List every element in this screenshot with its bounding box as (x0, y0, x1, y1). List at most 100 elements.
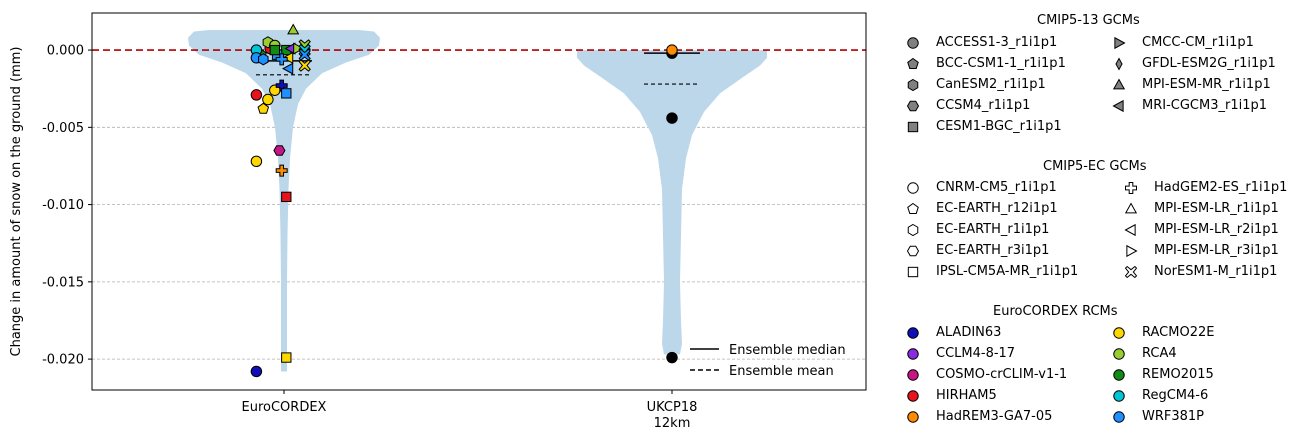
legend-marker (907, 266, 919, 278)
legend-label: CCSM4_r1i1p1 (936, 98, 1031, 113)
legend-label: REMO2015 (1142, 367, 1214, 382)
data-point (666, 351, 678, 364)
legend-marker-icon (1124, 223, 1136, 237)
legend-label: NorESM1-M_r1i1p1 (1154, 264, 1278, 279)
legend-marker (1112, 78, 1126, 90)
legend-marker-icon (907, 348, 919, 360)
legend-marker-icon (907, 202, 919, 214)
data-point (258, 53, 269, 66)
data-point (298, 48, 311, 61)
legend-label: EC-EARTH_r12i1p1 (936, 201, 1058, 216)
legend-marker (1113, 390, 1125, 402)
data-point (282, 51, 294, 64)
x-tick-label: UKCP18 (647, 400, 698, 415)
data-point (281, 191, 292, 203)
legend-marker-icon (1114, 36, 1126, 50)
y-tick-label: -0.020 (42, 353, 84, 368)
data-point (298, 59, 311, 72)
legend-label: RCA4 (1142, 346, 1177, 361)
legend-label: CNRM-CM5_r1i1p1 (936, 180, 1057, 195)
legend-marker-icon (907, 369, 919, 381)
violin-body (577, 50, 767, 355)
legend-marker-icon (1112, 78, 1126, 90)
data-point (287, 23, 300, 35)
y-tick-label: -0.015 (42, 275, 84, 290)
data-point (257, 102, 270, 114)
legend-marker (1114, 36, 1126, 50)
legend-label: CCLM4-8-17 (936, 346, 1016, 361)
data-point (262, 93, 274, 106)
legend-marker-icon (907, 223, 919, 237)
legend-label: HadGEM2-ES_r1i1p1 (1154, 180, 1288, 195)
legend-marker (907, 369, 919, 381)
x-tick-label: EuroCORDEX (242, 400, 327, 415)
legend-marker (907, 78, 919, 92)
data-point (273, 145, 286, 156)
legend-marker-icon (1113, 390, 1125, 402)
axes: 0.000 -0.005 -0.010 -0.015 -0.020 EuroCORDEX U… (42, 44, 697, 431)
violins (188, 29, 767, 372)
legend-marker-icon (907, 57, 919, 69)
legend-label: ALADIN63 (936, 325, 1002, 340)
data-point (250, 155, 263, 168)
data-point (250, 365, 263, 378)
data-point (275, 53, 288, 66)
legend-marker (1113, 348, 1125, 360)
legend-marker-icon (907, 78, 919, 92)
legend-marker (907, 348, 919, 360)
legend-marker (907, 390, 919, 402)
legend-marker (906, 100, 920, 112)
data-point (281, 352, 292, 363)
legend-label: BCC-CSM1-1_r1i1p1 (936, 56, 1066, 71)
legend-marker-icon (1126, 244, 1138, 258)
legend-marker (1113, 327, 1125, 339)
legend-marker (907, 327, 919, 339)
legend-marker (906, 245, 920, 257)
gridlines (92, 126, 866, 360)
legend-marker (907, 411, 919, 423)
data-point (281, 88, 292, 99)
data-point (293, 42, 305, 55)
legend-marker (1113, 411, 1125, 423)
legend-title-cmip5ec: CMIP5-EC GCMs (1043, 159, 1147, 174)
legend-label: EC-EARTH_r1i1p1 (936, 222, 1050, 237)
legend-marker-icon (907, 266, 919, 278)
legend-marker-icon (906, 100, 920, 112)
legend-marker-icon (1113, 411, 1125, 423)
legend-marker (907, 182, 919, 194)
legend-label: CMCC-CM_r1i1p1 (1142, 35, 1254, 50)
legend-marker-icon (1124, 202, 1138, 214)
legend-label: MPI-ESM-LR_r3i1p1 (1154, 243, 1279, 258)
legend-label: GFDL-ESM2G_r1i1p1 (1142, 56, 1276, 71)
legend-marker (907, 37, 919, 49)
legend-label: CanESM2_r1i1p1 (936, 77, 1046, 92)
plot-frame (91, 12, 867, 391)
violin-chart: 0.000 -0.005 -0.010 -0.015 -0.020 EuroCORDEX U… (9, 12, 867, 431)
data-point (275, 164, 288, 177)
data-point (282, 62, 294, 75)
legend-marker (1126, 244, 1138, 258)
legend-label: COSMO-crCLIM-v1-1 (936, 367, 1068, 382)
legend-marker-icon (1113, 327, 1125, 339)
legend-marker-icon (907, 327, 919, 339)
legend-label: HIRHAM5 (936, 388, 997, 403)
legend-marker (1113, 369, 1125, 381)
legend-marker-icon (1115, 57, 1123, 71)
legend-label: IPSL-CM5A-MR_r1i1p1 (936, 264, 1079, 279)
y-axis-label: Change in amount of snow on the ground (… (9, 47, 24, 357)
legend-marker-icon (907, 390, 919, 402)
legend-marker-icon (1113, 348, 1125, 360)
data-point (666, 112, 678, 124)
legend-marker-icon (907, 121, 919, 133)
legend-label: CESM1-BGC_r1i1p1 (936, 119, 1062, 134)
y-tick-label: 0.000 (47, 44, 84, 59)
legend-marker-icon (907, 37, 919, 49)
legend-marker-icon (907, 411, 919, 423)
legend-label: RegCM4-6 (1142, 388, 1209, 403)
legend-label: MPI-ESM-MR_r1i1p1 (1142, 77, 1271, 92)
y-tick-label: -0.010 (42, 198, 84, 213)
legend-mean-label: Ensemble mean (729, 364, 834, 379)
data-point (666, 44, 678, 56)
legend-marker-icon (906, 245, 920, 257)
legend-marker (1124, 265, 1138, 279)
